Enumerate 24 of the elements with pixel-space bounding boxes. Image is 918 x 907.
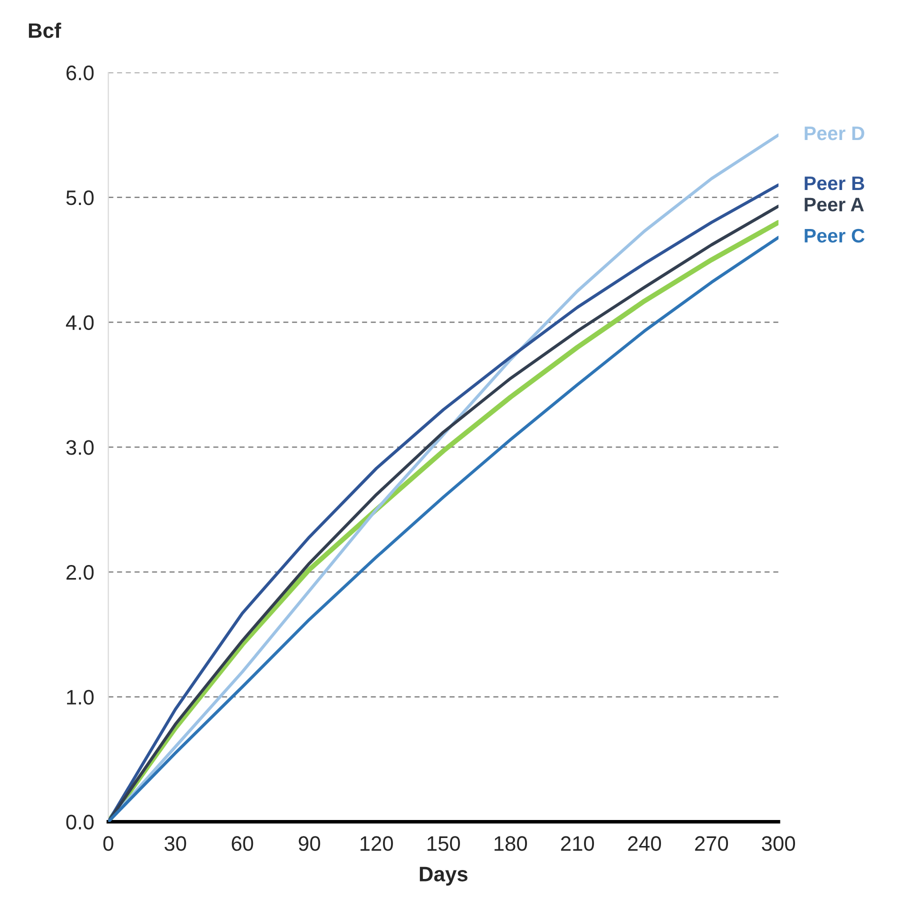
y-axis-title: Bcf [28,22,62,38]
y-tick-label: 5.0 [66,190,94,206]
x-axis-title: Days [420,866,468,886]
series-label: Peer A [804,198,864,212]
y-tick-label: 6.0 [66,66,94,80]
series-label: Peer D [804,126,864,140]
x-tick-label: 210 [561,836,594,851]
x-tick-label: 0 [103,836,114,851]
x-tick-label: 270 [695,836,728,851]
x-tick-label: 150 [428,836,460,851]
x-tick-label: 60 [232,836,254,851]
x-tick-label: 180 [494,836,527,851]
x-tick-label: 90 [298,836,320,851]
y-tick-label: 0.0 [66,814,94,830]
y-tick-label: 4.0 [66,315,94,330]
series-label: Peer C [804,228,865,243]
y-tick-label: 3.0 [66,440,94,455]
x-tick-label: 300 [762,836,796,851]
y-tick-label: 2.0 [66,565,94,580]
x-tick-label: 240 [628,836,662,851]
x-tick-label: 120 [360,836,393,851]
series-label: Peer B [804,176,864,190]
y-tick-label: 1.0 [67,690,94,705]
x-tick-label: 30 [164,836,186,851]
